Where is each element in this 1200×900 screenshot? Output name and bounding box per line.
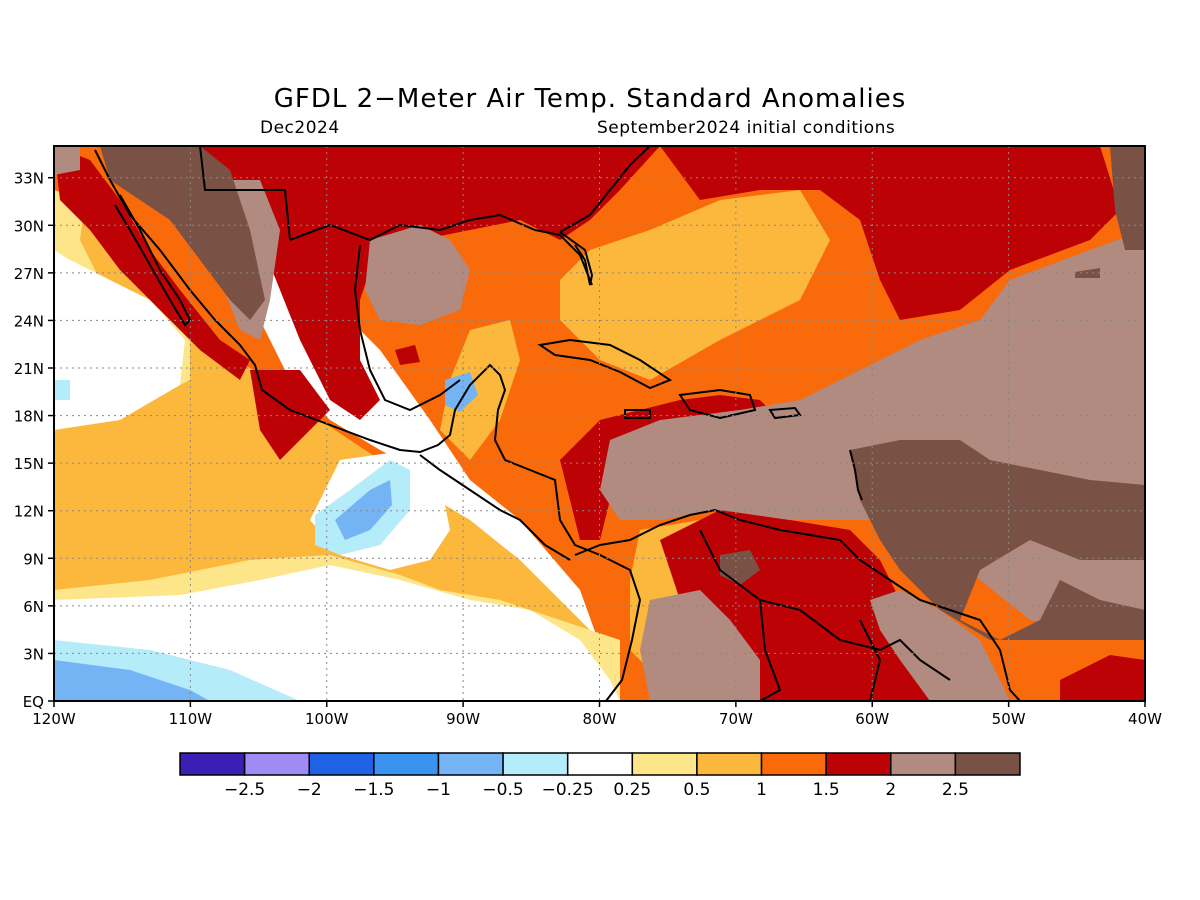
field-lightblue-3 — [445, 372, 478, 412]
colorbar-label: −1.5 — [353, 780, 394, 800]
colorbar-swatch — [179, 752, 246, 776]
gridlines — [54, 146, 1145, 701]
x-tick-label: 120W — [32, 710, 76, 728]
field-darkred-atlantic — [660, 146, 1120, 320]
y-tick-label: 12N — [14, 503, 44, 521]
x-tick-label: 40W — [1128, 710, 1162, 728]
y-tick-label: 24N — [14, 312, 44, 330]
colorbar: −2.5 −2 −1.5 −1 −0.5 −0.25 0.25 0.5 1 1.5 2 2.5 — [179, 752, 1021, 800]
field-lightorange-5 — [440, 320, 520, 460]
field-tan-sa-east — [870, 590, 1010, 701]
coast-south-america — [574, 508, 1021, 701]
colorbar-label: −2.5 — [224, 780, 265, 800]
colorbar-swatch — [566, 752, 634, 776]
field-darkred-north — [200, 146, 660, 420]
x-tick-label: 60W — [855, 710, 889, 728]
coast-gulf — [289, 213, 593, 286]
y-tick-label: 9N — [23, 550, 44, 568]
colorbar-swatch — [437, 752, 504, 776]
colorbar-swatch — [825, 752, 892, 776]
field-lightorange-2 — [560, 190, 830, 380]
y-tick-label: 21N — [14, 360, 44, 378]
colorbar-swatch — [502, 752, 569, 776]
x-tick-label: 50W — [992, 710, 1026, 728]
coast-hispaniola — [678, 388, 757, 420]
x-axis-ticks: 120W 110W 100W 90W 80W 70W 60W 50W 40W — [32, 701, 1162, 728]
colorbar-swatch — [890, 752, 957, 776]
colorbar-label: −0.5 — [482, 780, 523, 800]
colorbar-label: −1 — [426, 780, 451, 800]
field-darkred-small-2 — [395, 345, 420, 365]
field-lightblue-4 — [54, 380, 70, 400]
coast-mexico-gulf — [353, 244, 461, 412]
coast-us-east — [559, 146, 651, 233]
field-blue-2 — [54, 660, 210, 701]
border-us-mexico — [199, 146, 291, 241]
x-tick-label: 100W — [305, 710, 349, 728]
coast-cuba — [537, 338, 673, 390]
map-title: GFDL 2−Meter Air Temp. Standard Anomalie… — [273, 84, 907, 114]
field-white-pacific — [54, 250, 185, 430]
coast-puerto-rico — [768, 406, 802, 420]
x-tick-label: 90W — [446, 710, 480, 728]
coast-central-america-inner — [419, 454, 571, 561]
colorbar-swatch — [696, 752, 763, 776]
coast-lesser-antilles — [849, 449, 863, 501]
colorbar-label: 0.25 — [613, 780, 651, 800]
field-tan-gulf — [365, 225, 470, 325]
y-axis-ticks: EQ 3N 6N 9N 12N 15N 18N 21N 24N 27N 30N 33N — [14, 170, 54, 711]
field-brown-east-1 — [1110, 146, 1145, 250]
colorbar-swatch — [760, 752, 827, 776]
initial-conditions-label: September2024 initial conditions — [597, 118, 896, 138]
coast-baja — [114, 194, 192, 327]
coast-florida — [559, 231, 594, 286]
border-sa-3 — [859, 619, 882, 701]
field-blue-1 — [335, 480, 392, 540]
colorbar-label: 2.5 — [942, 780, 969, 800]
colorbar-swatch — [954, 752, 1021, 776]
x-tick-label: 110W — [169, 710, 213, 728]
colorbar-label: 2 — [885, 780, 896, 800]
forecast-month: Dec2024 — [260, 118, 340, 138]
colorbar-swatch — [308, 752, 375, 776]
colorbar-swatch — [631, 752, 698, 776]
y-tick-label: 15N — [14, 455, 44, 473]
y-tick-label: 27N — [14, 265, 44, 283]
field-tan-nw — [54, 146, 80, 175]
y-tick-label: 18N — [14, 408, 44, 426]
y-tick-label: 33N — [14, 170, 44, 188]
colorbar-label: −2 — [297, 780, 322, 800]
y-tick-label: 6N — [23, 598, 44, 616]
field-darkred-westcoast — [54, 146, 250, 380]
colorbar-label: 0.5 — [683, 780, 710, 800]
y-tick-label: EQ — [23, 693, 44, 711]
coastlines — [94, 146, 1021, 701]
field-darkred-east — [1060, 655, 1145, 701]
colorbar-label: 1 — [756, 780, 767, 800]
field-darkred-mexico — [250, 370, 330, 460]
colorbar-label: 1.5 — [813, 780, 840, 800]
field-tan-sa — [640, 590, 760, 701]
x-tick-label: 70W — [719, 710, 753, 728]
y-tick-label: 30N — [14, 217, 44, 235]
colorbar-label: −0.25 — [542, 780, 594, 800]
field-brown-east-2 — [850, 440, 1145, 640]
colorbar-swatch — [243, 752, 310, 776]
y-tick-label: 3N — [23, 645, 44, 663]
x-tick-label: 80W — [583, 710, 617, 728]
border-sa-2 — [759, 599, 782, 701]
colorbar-swatch — [373, 752, 440, 776]
